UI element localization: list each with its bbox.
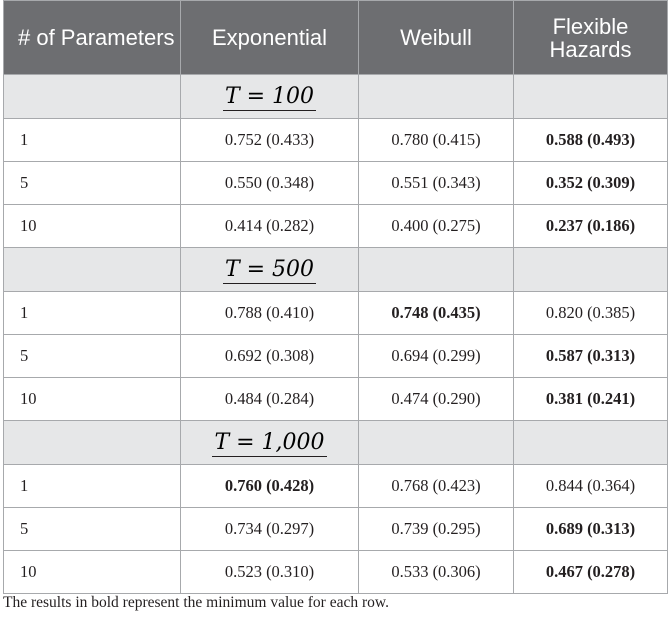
- header-num-parameters: # of Parameters: [3, 0, 181, 75]
- weibull-cell: 0.780 (0.415): [358, 118, 514, 162]
- section-label: T = 500: [222, 257, 317, 284]
- weibull-cell: 0.768 (0.423): [358, 464, 514, 508]
- exponential-cell: 0.734 (0.297): [180, 507, 359, 551]
- weibull-cell: 0.551 (0.343): [358, 161, 514, 205]
- header-exponential: Exponential: [180, 0, 359, 75]
- section-row: T = 100: [3, 74, 668, 119]
- section-label-cell: T = 1,000: [180, 420, 359, 465]
- exponential-cell: 0.550 (0.348): [180, 161, 359, 205]
- flexible-hazards-cell: 0.844 (0.364): [513, 464, 668, 508]
- section-empty-cell: [358, 74, 514, 119]
- flexible-hazards-cell: 0.467 (0.278): [513, 550, 668, 594]
- section-row: T = 1,000: [3, 420, 668, 465]
- section-empty-cell: [3, 420, 181, 465]
- weibull-cell: 0.739 (0.295): [358, 507, 514, 551]
- exponential-cell: 0.484 (0.284): [180, 377, 359, 421]
- weibull-cell: 0.400 (0.275): [358, 204, 514, 248]
- table-row: 1 0.752 (0.433) 0.780 (0.415) 0.588 (0.493): [3, 118, 668, 162]
- section-label: T = 1,000: [212, 430, 327, 457]
- param-count-cell: 10: [3, 377, 181, 421]
- flexible-hazards-cell: 0.587 (0.313): [513, 334, 668, 378]
- param-count-cell: 1: [3, 464, 181, 508]
- param-count-cell: 10: [3, 550, 181, 594]
- table-row: 1 0.760 (0.428) 0.768 (0.423) 0.844 (0.364): [3, 464, 668, 508]
- table-row: 5 0.734 (0.297) 0.739 (0.295) 0.689 (0.313): [3, 507, 668, 551]
- section-empty-cell: [3, 247, 181, 292]
- flexible-hazards-cell: 0.381 (0.241): [513, 377, 668, 421]
- param-count-cell: 5: [3, 507, 181, 551]
- weibull-cell: 0.533 (0.306): [358, 550, 514, 594]
- flexible-hazards-cell: 0.820 (0.385): [513, 291, 668, 335]
- table-header: # of Parameters Exponential Weibull Flex…: [3, 0, 668, 75]
- flexible-hazards-cell: 0.352 (0.309): [513, 161, 668, 205]
- flexible-hazards-cell: 0.689 (0.313): [513, 507, 668, 551]
- exponential-cell: 0.752 (0.433): [180, 118, 359, 162]
- table-row: 10 0.523 (0.310) 0.533 (0.306) 0.467 (0.278…: [3, 550, 668, 594]
- table-body: T = 100 1 0.752 (0.433) 0.780 (0.415) 0.588 …: [3, 74, 668, 594]
- weibull-cell: 0.748 (0.435): [358, 291, 514, 335]
- param-count-cell: 5: [3, 334, 181, 378]
- section-label: T = 100: [222, 84, 317, 111]
- section-empty-cell: [358, 247, 514, 292]
- weibull-cell: 0.474 (0.290): [358, 377, 514, 421]
- section-row: T = 500: [3, 247, 668, 292]
- header-weibull: Weibull: [358, 0, 514, 75]
- table-footnote: The results in bold represent the minimu…: [3, 594, 389, 611]
- header-row: # of Parameters Exponential Weibull Flex…: [3, 0, 668, 75]
- param-count-cell: 1: [3, 291, 181, 335]
- param-count-cell: 1: [3, 118, 181, 162]
- exponential-cell: 0.692 (0.308): [180, 334, 359, 378]
- exponential-cell: 0.523 (0.310): [180, 550, 359, 594]
- exponential-cell: 0.760 (0.428): [180, 464, 359, 508]
- section-empty-cell: [513, 420, 668, 465]
- results-table: # of Parameters Exponential Weibull Flex…: [3, 0, 668, 594]
- flexible-hazards-cell: 0.588 (0.493): [513, 118, 668, 162]
- flexible-hazards-cell: 0.237 (0.186): [513, 204, 668, 248]
- table-row: 10 0.414 (0.282) 0.400 (0.275) 0.237 (0.186…: [3, 204, 668, 248]
- section-empty-cell: [3, 74, 181, 119]
- param-count-cell: 5: [3, 161, 181, 205]
- param-count-cell: 10: [3, 204, 181, 248]
- header-flexible-hazards: Flexible Hazards: [513, 0, 668, 75]
- table-row: 10 0.484 (0.284) 0.474 (0.290) 0.381 (0.241…: [3, 377, 668, 421]
- section-label-cell: T = 500: [180, 247, 359, 292]
- section-empty-cell: [513, 247, 668, 292]
- exponential-cell: 0.414 (0.282): [180, 204, 359, 248]
- exponential-cell: 0.788 (0.410): [180, 291, 359, 335]
- table-row: 5 0.550 (0.348) 0.551 (0.343) 0.352 (0.309): [3, 161, 668, 205]
- weibull-cell: 0.694 (0.299): [358, 334, 514, 378]
- section-empty-cell: [358, 420, 514, 465]
- section-empty-cell: [513, 74, 668, 119]
- table-row: 5 0.692 (0.308) 0.694 (0.299) 0.587 (0.313): [3, 334, 668, 378]
- table-row: 1 0.788 (0.410) 0.748 (0.435) 0.820 (0.385): [3, 291, 668, 335]
- section-label-cell: T = 100: [180, 74, 359, 119]
